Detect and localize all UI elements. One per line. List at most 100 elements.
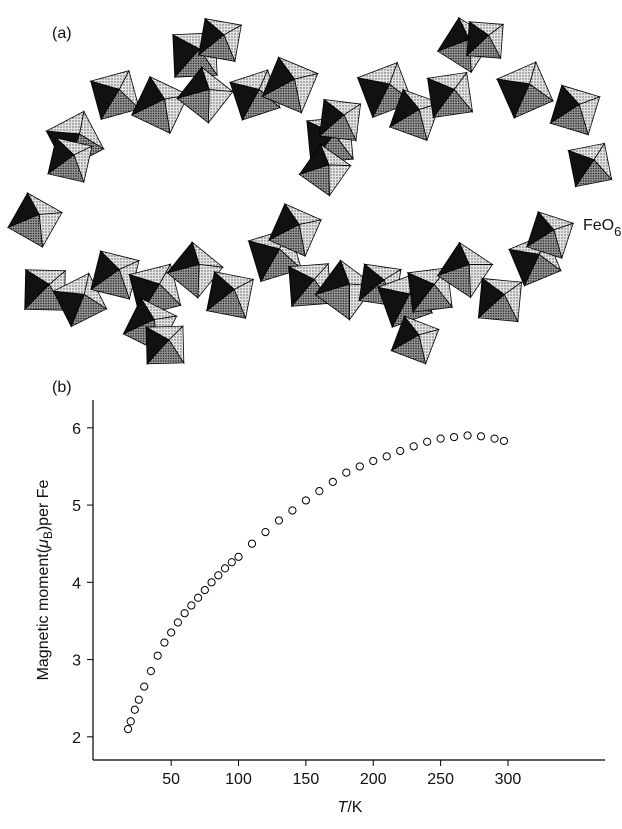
octahedron-face	[261, 56, 296, 98]
octahedron-face	[166, 241, 200, 274]
y-tick-label: 6	[72, 421, 81, 438]
octahedron-face	[229, 81, 260, 121]
data-point	[123, 724, 133, 734]
x-tick-label: 300	[495, 771, 522, 788]
data-point	[227, 558, 236, 567]
data-point	[126, 717, 135, 726]
octahedron-face	[496, 78, 531, 119]
data-point	[409, 442, 418, 451]
octahedron-face	[206, 270, 235, 312]
octahedron-face	[466, 21, 490, 57]
data-point	[342, 468, 351, 477]
octahedron-face	[7, 192, 40, 229]
x-axis-label: T/K	[338, 799, 363, 816]
x-tick-label: 100	[225, 771, 252, 788]
y-label-part: Magnetic moment(	[35, 547, 52, 680]
data-point	[261, 528, 270, 537]
octahedron-face	[526, 211, 555, 248]
data-point	[146, 667, 156, 676]
data-point	[423, 437, 432, 446]
octahedron-face	[567, 149, 595, 188]
x-tick-label: 200	[360, 771, 387, 788]
octahedron-face	[388, 88, 420, 128]
data-point	[396, 446, 405, 456]
x-tick-label: 150	[293, 771, 320, 788]
octahedron-face	[390, 315, 420, 352]
data-point	[207, 578, 216, 587]
data-point	[247, 539, 257, 548]
data-point	[140, 682, 149, 691]
data-point	[301, 496, 310, 505]
data-point	[315, 487, 324, 496]
data-point	[436, 434, 445, 443]
octahedron-face	[549, 84, 580, 125]
octahedron-face	[198, 17, 225, 56]
y-label-part: )per Fe	[35, 479, 52, 531]
octahedron-face	[145, 326, 170, 365]
octahedron-face	[328, 164, 352, 197]
octahedron-face	[128, 273, 161, 317]
x-tick-label: 250	[427, 771, 454, 788]
x-label-part: T	[338, 799, 349, 816]
octahedron-face	[318, 98, 345, 137]
y-axis-label: Magnetic moment(μB)per Fe	[35, 479, 55, 680]
octahedron-face	[314, 259, 351, 296]
octahedron-face	[130, 75, 166, 116]
octahedron-face	[38, 212, 63, 249]
y-label-part: μ	[35, 539, 52, 549]
octahedron-face	[24, 269, 50, 311]
octahedron-face	[508, 248, 540, 287]
annotation: FeO6	[583, 217, 621, 239]
octahedron-face	[52, 290, 85, 328]
octahedron-face	[247, 240, 281, 283]
data-point	[274, 516, 284, 525]
octahedron-face	[47, 137, 75, 175]
x-tick-label: 50	[162, 771, 180, 788]
octahedron-face	[44, 110, 85, 135]
data-point	[463, 431, 472, 440]
data-point	[130, 705, 139, 714]
octahedron-face	[407, 272, 435, 314]
octahedron-face	[176, 66, 210, 100]
data-point	[369, 456, 378, 466]
data-point	[134, 695, 143, 704]
octahedron-face	[356, 77, 391, 119]
octahedron-face	[207, 88, 234, 124]
y-label-part: B	[41, 531, 55, 539]
octahedron-face	[122, 297, 155, 335]
octahedron-face	[377, 286, 411, 329]
octahedron-face	[427, 77, 455, 119]
data-point	[214, 571, 223, 580]
data-point	[476, 432, 486, 441]
octahedron-face	[288, 266, 315, 308]
data-point	[288, 506, 297, 515]
data-point	[153, 651, 162, 660]
data-point	[355, 462, 364, 471]
y-tick-label: 2	[72, 730, 81, 747]
octahedron-face	[477, 277, 505, 319]
data-point	[449, 432, 459, 442]
data-point	[499, 436, 509, 446]
panel-label: (a)	[52, 25, 72, 42]
octahedron-face	[90, 250, 120, 291]
data-point	[193, 593, 203, 602]
data-point	[167, 628, 176, 637]
octahedron-face	[268, 203, 300, 242]
octahedron-face	[436, 16, 470, 52]
data-point	[328, 477, 337, 486]
data-point	[200, 585, 209, 595]
annotation-text: FeO	[583, 217, 614, 234]
data-point	[382, 452, 391, 461]
x-label-part: /K	[347, 799, 362, 816]
panel-label: (b)	[52, 379, 72, 396]
octahedron-face	[90, 80, 120, 121]
data-point	[187, 601, 196, 610]
data-point	[234, 552, 243, 561]
octahedron-face	[172, 34, 201, 79]
data-point	[220, 564, 230, 573]
y-tick-label: 4	[72, 575, 81, 592]
y-tick-label: 3	[72, 653, 81, 670]
octahedron-face	[358, 263, 385, 302]
octahedra-chains	[7, 16, 613, 366]
